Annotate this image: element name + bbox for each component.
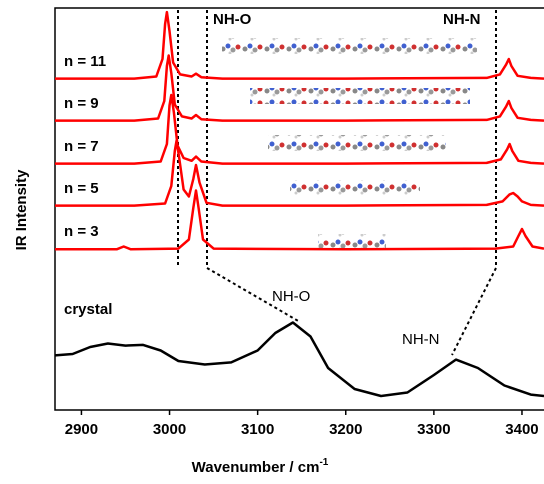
series-label: n = 11 bbox=[64, 53, 106, 70]
annotation: NH-O bbox=[213, 11, 252, 28]
series-label: n = 7 bbox=[64, 138, 99, 155]
x-tick-label: 3000 bbox=[153, 421, 186, 438]
series-label: crystal bbox=[64, 301, 112, 318]
x-tick-label: 3200 bbox=[329, 421, 362, 438]
x-axis-title-sup: -1 bbox=[319, 457, 328, 468]
x-tick-label: 3300 bbox=[417, 421, 450, 438]
plot-frame bbox=[55, 8, 544, 410]
spectrum-line bbox=[55, 191, 544, 250]
molecule-images bbox=[222, 38, 477, 250]
y-axis-title: IR Intensity bbox=[13, 169, 30, 251]
annotation: NH-N bbox=[402, 331, 440, 348]
series-label: n = 5 bbox=[64, 180, 99, 197]
annotation: NH-O bbox=[272, 288, 310, 305]
x-tick-label: 3100 bbox=[241, 421, 274, 438]
spectrum-line bbox=[55, 323, 544, 397]
chart: NH-O NH-N NH-O NH-N Wavenumber / cm-1 IR… bbox=[0, 0, 544, 484]
x-axis-title-text: Wavenumber / cm bbox=[192, 459, 320, 476]
series-label: n = 3 bbox=[64, 223, 99, 240]
annotation: NH-N bbox=[443, 11, 481, 28]
x-tick-label: 3400 bbox=[505, 421, 538, 438]
series-label: n = 9 bbox=[64, 95, 99, 112]
x-tick-label: 2900 bbox=[65, 421, 98, 438]
spectrum-line bbox=[55, 95, 544, 164]
x-axis-title: Wavenumber / cm-1 bbox=[192, 457, 329, 476]
